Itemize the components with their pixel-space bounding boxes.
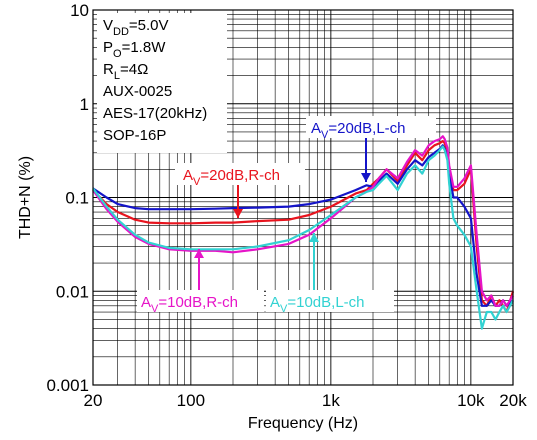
annotation-background (175, 163, 305, 185)
series-line-4 (92, 145, 514, 330)
x-axis-label: Frequency (Hz) (248, 415, 358, 432)
annotation-background (306, 116, 436, 138)
x-tick-label: 20k (499, 391, 527, 410)
series-layer (92, 135, 515, 330)
condition-line: AES-17(20kHz) (103, 105, 207, 122)
annotation-background (137, 290, 264, 312)
conditions-background (97, 13, 227, 153)
annotation-arrowhead (361, 173, 371, 182)
plot-frame (92, 9, 514, 386)
condition-line: VDD=5.0V (103, 17, 169, 38)
y-tick-label: 0.1 (65, 189, 89, 208)
y-tick-label: 1 (80, 95, 89, 114)
annotation-background (266, 290, 394, 312)
annotation-arrowhead (233, 209, 243, 218)
x-tick-label: 1k (322, 391, 340, 410)
series-annotation-label: AV=20dB,R-ch (183, 167, 280, 188)
x-tick-label: 10k (457, 391, 485, 410)
condition-line: AUX-0025 (103, 83, 172, 100)
y-axis-label: THD+N (%) (17, 156, 34, 239)
series-annotation-label: AV=10dB,L-ch (270, 294, 365, 315)
tick-labels: 20 100 1k 10k 20k 10 1 0.1 0.01 0.001 (46, 1, 527, 410)
series-annotation-label: AV=20dB,L-ch (311, 120, 406, 141)
series-line-3 (92, 135, 514, 307)
series-annotation-label: AV=10dB,R-ch (141, 294, 238, 315)
series-annotations: AV=20dB,R-ch AV=20dB,L-ch AV=10dB,R-ch AV=1… (137, 116, 436, 315)
condition-line: PO=1.8W (103, 39, 166, 60)
series-line-1 (92, 140, 515, 314)
series-line-2 (92, 144, 514, 307)
condition-line: RL=4Ω (103, 61, 148, 82)
y-tick-label: 0.01 (56, 282, 89, 301)
annotation-arrowhead (194, 249, 204, 258)
x-tick-label: 100 (177, 391, 205, 410)
annotation-arrowhead (309, 233, 319, 242)
y-tick-label: 0.001 (46, 376, 89, 395)
condition-line: SOP-16P (103, 127, 166, 144)
x-tick-label: 20 (84, 391, 103, 410)
y-tick-label: 10 (70, 1, 89, 20)
